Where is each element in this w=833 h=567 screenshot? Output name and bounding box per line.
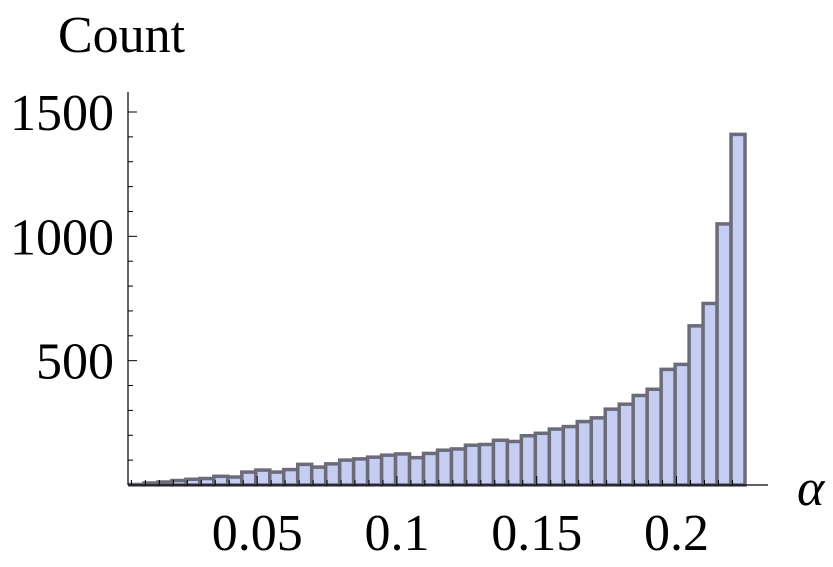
histogram-bar <box>170 478 188 487</box>
histogram-bar <box>407 455 426 487</box>
histogram-bar <box>295 462 314 487</box>
x-axis-title: α <box>797 460 826 517</box>
histogram-bar <box>379 453 398 487</box>
histogram-bar <box>575 419 594 487</box>
bars-group <box>128 132 747 487</box>
x-tick-label: 0.1 <box>364 505 429 562</box>
histogram-bar <box>547 427 566 487</box>
histogram-bar <box>421 451 440 487</box>
histogram-bar <box>323 462 342 487</box>
histogram-bar <box>491 438 510 487</box>
histogram-bar <box>589 416 607 487</box>
histogram-bar <box>617 402 635 487</box>
histogram-bar <box>365 455 384 487</box>
histogram-bar <box>533 431 552 487</box>
y-ticks: 500 1000 1500 <box>10 85 137 461</box>
histogram-bar <box>505 439 524 487</box>
histogram-bar <box>561 424 580 487</box>
histogram-bar <box>463 443 482 487</box>
x-tick-label: 0.2 <box>644 505 709 562</box>
histogram-bar <box>477 442 496 487</box>
histogram-bar <box>309 465 328 487</box>
x-ticks: 0.05 0.1 0.15 0.2 <box>130 476 733 562</box>
histogram-bar <box>435 448 454 487</box>
histogram-bar <box>393 452 412 487</box>
histogram-bar <box>226 475 244 487</box>
histogram-bar <box>184 477 202 487</box>
histogram-bar <box>212 474 230 487</box>
histogram-bar <box>729 132 747 487</box>
histogram-bar <box>282 467 300 487</box>
histogram-bar <box>337 458 356 487</box>
histogram-bar <box>449 447 468 487</box>
histogram-bar <box>631 393 649 487</box>
histogram-bar <box>198 476 216 487</box>
y-tick-label: 500 <box>36 334 114 391</box>
x-tick-label: 0.15 <box>491 505 582 562</box>
histogram-bar <box>351 457 370 487</box>
histogram-bar <box>687 324 705 487</box>
y-tick-label: 1000 <box>10 209 114 266</box>
histogram-bar <box>519 434 538 487</box>
histogram-bar <box>701 301 719 487</box>
histogram-bar <box>673 362 691 487</box>
histogram-bar <box>240 470 258 487</box>
histogram-bar <box>715 222 733 487</box>
y-tick-label: 1500 <box>10 85 114 142</box>
y-axis-title: Count <box>58 7 186 64</box>
x-tick-label: 0.05 <box>212 505 303 562</box>
histogram-bar <box>645 387 663 487</box>
histogram-bar <box>268 470 286 487</box>
histogram-bar <box>603 407 621 487</box>
histogram-bar <box>659 367 677 487</box>
histogram-bar <box>254 468 272 487</box>
